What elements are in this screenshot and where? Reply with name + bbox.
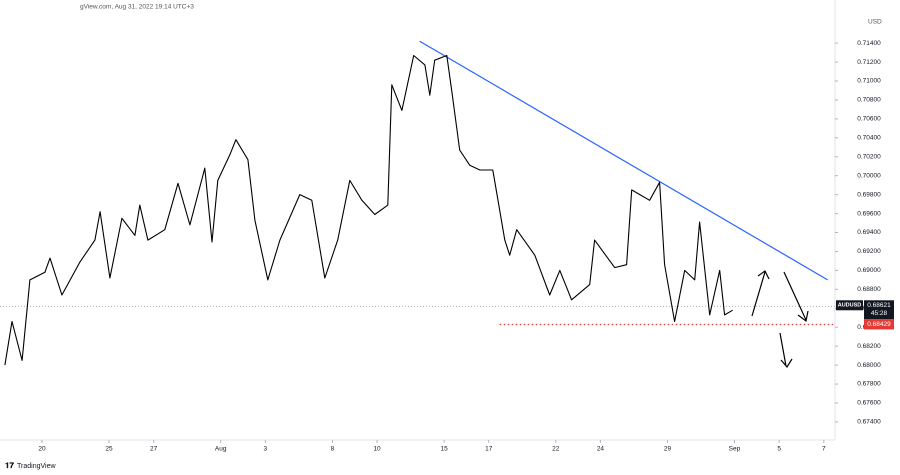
y-tick-label: 0.71400	[857, 40, 881, 47]
y-tick-label: 0.70600	[857, 116, 881, 123]
y-tick-label: 0.69600	[857, 210, 881, 217]
x-tick-label: 17	[485, 446, 493, 453]
support-label: 0.68429	[867, 321, 891, 328]
y-tick-label: 0.71200	[857, 59, 881, 66]
logo-mark: 𝟏𝟕	[5, 461, 14, 470]
y-tick-label: 0.67600	[857, 400, 881, 407]
x-tick-label: 29	[664, 446, 672, 453]
y-tick-label: 0.70800	[857, 97, 881, 104]
y-tick-label: 0.68800	[857, 286, 881, 293]
x-tick-label: 15	[440, 446, 448, 453]
x-tick-label: 7	[822, 446, 826, 453]
y-tick-label: 0.70000	[857, 172, 881, 179]
header: gView.com, Aug 31, 2022 19:14 UTC+3	[80, 4, 194, 11]
y-tick-label: 0.69800	[857, 191, 881, 198]
y-tick-label: 0.69000	[857, 267, 881, 274]
y-tick-label: 0.69400	[857, 229, 881, 236]
y-tick-label: 0.71000	[857, 78, 881, 85]
y-tick-label: 0.70200	[857, 153, 881, 160]
currency: USD	[868, 19, 882, 26]
footer: TradingView	[17, 463, 56, 470]
x-tick-label: 8	[331, 446, 335, 453]
y-tick-label: 0.70400	[857, 135, 881, 142]
arrow-down	[779, 332, 793, 369]
y-tick-label: 0.69200	[857, 248, 881, 255]
y-tick-label: 0.67800	[857, 381, 881, 388]
x-tick-label: Sep	[729, 446, 741, 453]
y-tick-label: 0.68000	[857, 362, 881, 369]
x-tick-label: 27	[150, 446, 158, 453]
x-tick-label: 22	[552, 446, 560, 453]
support-badge	[864, 319, 894, 330]
x-tick-label: 25	[105, 446, 113, 453]
last-price-label: 0.68621	[867, 302, 891, 309]
footer-logo: 𝟏𝟕 TradingView	[5, 461, 56, 470]
price-badge	[864, 300, 894, 320]
y-tick-label: 0.67400	[857, 419, 881, 426]
x-tick-label: 20	[38, 446, 46, 453]
x-tick-label: 3	[264, 446, 268, 453]
arrows	[751, 270, 809, 369]
x-tick-label: 5	[777, 446, 781, 453]
x-tick-label: 10	[373, 446, 381, 453]
symbol-label: AUDUSD	[838, 303, 862, 309]
countdown: 45:28	[871, 310, 888, 317]
symbol-badge	[836, 300, 863, 311]
x-tick-label: Aug	[215, 446, 227, 453]
price-line	[4, 54, 733, 366]
x-tick-label: 24	[597, 446, 605, 453]
arrow-down	[783, 271, 809, 323]
y-tick-label: 0.68200	[857, 343, 881, 350]
arrow-up	[751, 270, 770, 317]
trendline	[419, 40, 828, 281]
